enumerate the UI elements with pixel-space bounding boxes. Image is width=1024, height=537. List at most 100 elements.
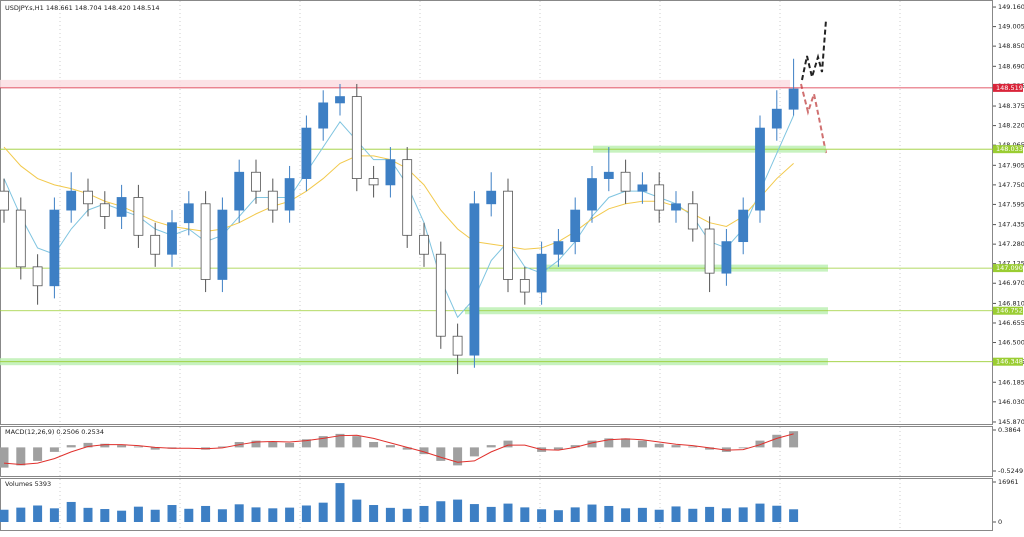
candle-body (133, 197, 144, 236)
volume-bar (721, 508, 731, 522)
forecast-down (800, 83, 827, 154)
macd-title: MACD(12,26,9) 0.2506 0.2534 (5, 428, 104, 436)
volume-bar (16, 507, 26, 522)
volume-bar (705, 506, 715, 522)
candle-body (738, 209, 749, 243)
candle-body (721, 241, 732, 274)
volume-bar (671, 506, 681, 522)
level-label: 146.348 (996, 358, 1023, 366)
volume-bar (453, 499, 463, 522)
candle-body (419, 234, 429, 255)
candle-body (49, 209, 60, 287)
candle-body (704, 228, 715, 274)
candle-body (671, 203, 681, 211)
macd-bar (469, 447, 479, 457)
macd-bar (486, 445, 496, 448)
candle-body (788, 88, 799, 110)
candle-body (587, 178, 597, 211)
volume-bar (184, 508, 194, 522)
macd-bar (671, 445, 681, 448)
y-tick-label: 147.595 (998, 200, 1024, 208)
y-tick-label: 146.970 (998, 279, 1024, 287)
macd-bar (100, 443, 110, 448)
volume-bar (419, 505, 429, 522)
volume-frame (0, 478, 993, 531)
macd-bar (755, 440, 765, 448)
macd-bar (117, 445, 127, 448)
level-box (993, 83, 1023, 92)
macd-bar (402, 447, 412, 450)
candle-body (99, 203, 110, 217)
volume-bar (335, 483, 345, 522)
macd-bar (587, 440, 597, 448)
volume-bar (268, 508, 278, 522)
volume-bar (369, 505, 379, 522)
macd-bar (436, 447, 446, 461)
macd-bar (285, 442, 295, 448)
y-tick-label: -0.5249 (998, 467, 1023, 475)
macd-bar (621, 438, 631, 448)
volume-bar (150, 509, 160, 522)
volume-bar (654, 509, 664, 522)
volume-bar (503, 503, 513, 522)
volume-bar (587, 504, 597, 522)
candle-body (435, 253, 446, 337)
volume-bar (385, 507, 395, 522)
volume-title: Volumes 5393 (5, 480, 51, 488)
candle-body (620, 171, 631, 192)
y-tick-label: 147.125 (998, 260, 1024, 268)
volume-bar (201, 505, 211, 522)
volume-bar (0, 509, 9, 522)
candle-body (167, 222, 177, 255)
macd-bar (738, 447, 748, 449)
signal-line (3, 433, 794, 465)
volume-bar (621, 508, 631, 522)
volume-bar (637, 507, 647, 522)
volume-bar (755, 503, 765, 522)
candle-body (553, 241, 564, 255)
candle-body (687, 203, 698, 230)
volume-bar (301, 505, 311, 522)
candle-body (335, 96, 345, 104)
macd-bar (133, 446, 143, 448)
candle-body (654, 184, 665, 211)
volume-bar (285, 507, 295, 522)
level-label: 147.090 (996, 264, 1023, 272)
y-tick-label: 147.435 (998, 221, 1024, 229)
y-tick-label: 146.030 (998, 398, 1024, 406)
y-tick-label: 147.280 (998, 240, 1024, 248)
macd-bar (654, 443, 664, 448)
macd-bar (570, 445, 580, 448)
volume-bar (167, 505, 177, 522)
level-box (993, 306, 1023, 315)
candle-body (251, 171, 261, 192)
volume-bar (352, 499, 362, 522)
y-tick-label: 148.375 (998, 102, 1024, 110)
volume-bar (772, 505, 782, 522)
volume-bar (402, 508, 412, 522)
y-tick-label: 146.185 (998, 378, 1024, 386)
y-tick-label: 148.690 (998, 62, 1024, 70)
forecast-up (801, 19, 827, 81)
volume-bar (117, 510, 127, 522)
macd-bar (637, 440, 647, 448)
candle-body (368, 178, 379, 186)
volume-bar (133, 506, 143, 522)
candle-body (32, 266, 43, 287)
candle-body (0, 190, 9, 211)
candle-body (385, 159, 396, 186)
macd-bar (503, 440, 513, 448)
volume-bar (738, 507, 748, 522)
macd-bar (251, 440, 261, 448)
candle-body (183, 203, 194, 224)
macd-bar (705, 447, 715, 450)
volume-bar (318, 502, 328, 522)
candle-body (570, 209, 581, 243)
level-label: 148.033 (996, 145, 1023, 153)
volume-bar (66, 501, 76, 522)
macd-bar (217, 446, 227, 448)
candle-body (234, 171, 245, 211)
level-label: 148.519 (996, 84, 1023, 92)
y-tick-label: 0 (998, 518, 1002, 526)
